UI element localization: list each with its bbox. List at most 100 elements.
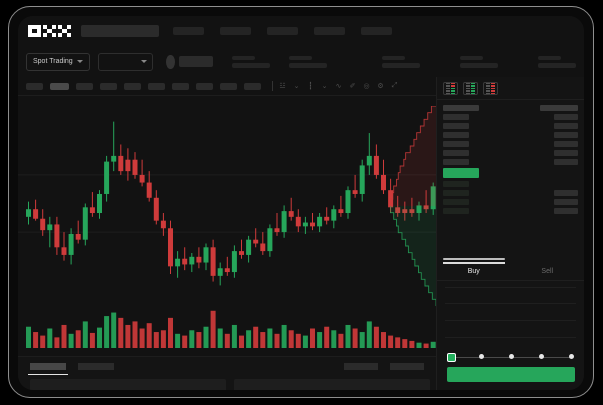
- order-form-tab-underline: [443, 262, 505, 264]
- tab-buy[interactable]: Buy: [467, 268, 480, 275]
- orders-action-2[interactable]: [390, 363, 424, 370]
- timeframe-9[interactable]: [244, 82, 261, 90]
- price-chart[interactable]: [18, 96, 436, 356]
- order-form: [437, 281, 584, 338]
- nav-item-3[interactable]: [267, 27, 298, 35]
- top-navigation-bar: [18, 16, 584, 46]
- spot-trading-label: Spot Trading: [33, 58, 73, 65]
- orderbook-price: [554, 132, 578, 138]
- timeframe-3[interactable]: [100, 82, 117, 90]
- timeframe-7[interactable]: [196, 82, 213, 90]
- orderbook-bid-row[interactable]: [443, 208, 578, 217]
- orderbook-amount: [443, 123, 469, 129]
- alert-icon[interactable]: ◎: [363, 83, 370, 90]
- orderbook-header: [443, 105, 578, 114]
- percent-stop-50[interactable]: [508, 354, 514, 359]
- orderbook-amount: [443, 190, 469, 196]
- spot-trading-dropdown[interactable]: Spot Trading: [26, 52, 90, 71]
- market-stat-2: [289, 55, 327, 68]
- market-stat-label: [538, 55, 561, 60]
- market-stat-label: [382, 55, 405, 60]
- market-stat-4: [460, 55, 498, 68]
- chart-type-icon[interactable]: ┇: [308, 83, 313, 90]
- orderbook-amount: [443, 199, 469, 205]
- percent-stop-25[interactable]: [478, 354, 484, 359]
- settings-icon[interactable]: ⚙: [377, 83, 384, 90]
- order-field-price[interactable]: [445, 287, 576, 304]
- percent-stop-75[interactable]: [538, 354, 544, 359]
- timeframe-0[interactable]: [26, 82, 43, 90]
- orderbook-mode-bids-icon[interactable]: [463, 82, 478, 95]
- orderbook-rows: [443, 105, 578, 217]
- orderbook-ask-row[interactable]: [443, 132, 578, 141]
- indicators-icon[interactable]: ☳: [279, 83, 286, 90]
- nav-item-4[interactable]: [314, 27, 345, 35]
- indicators-chevron-icon[interactable]: ⌄: [293, 83, 300, 90]
- orders-action-1[interactable]: [344, 363, 378, 370]
- tab-sell[interactable]: Sell: [541, 268, 554, 275]
- market-stat-value: [538, 62, 576, 68]
- orderbook-ask-row[interactable]: [443, 159, 578, 168]
- timeframe-5[interactable]: [148, 82, 165, 90]
- orders-card-1: [30, 379, 226, 390]
- orders-tab-open[interactable]: [30, 363, 66, 370]
- orderbook-ask-row[interactable]: [443, 123, 578, 132]
- orderbook-scrollbar[interactable]: [443, 258, 505, 260]
- chart-type-chevron-icon[interactable]: ⌄: [321, 83, 328, 90]
- orderbook-ask-row[interactable]: [443, 114, 578, 123]
- orderbook-bid-row[interactable]: [443, 190, 578, 199]
- okx-logo-icon[interactable]: [28, 24, 71, 38]
- percent-slider[interactable]: [447, 352, 575, 362]
- candlestick-series: [18, 121, 436, 286]
- orderbook-bid-row[interactable]: [443, 199, 578, 208]
- market-stat-1: [232, 55, 270, 68]
- orderbook-mode-both-icon[interactable]: [443, 82, 458, 95]
- nav-item-2[interactable]: [220, 27, 251, 35]
- orderbook[interactable]: [437, 100, 584, 262]
- orderbook-ask-row[interactable]: [443, 150, 578, 159]
- market-header-row: Spot Trading: [18, 46, 584, 77]
- timeframe-4[interactable]: [124, 82, 141, 90]
- fullscreen-icon[interactable]: ⤢: [391, 82, 398, 89]
- orders-tab-history[interactable]: [78, 363, 114, 370]
- toolbar-divider: [272, 81, 273, 91]
- orderbook-price: [554, 199, 578, 205]
- chevron-down-icon: [76, 60, 83, 63]
- orderbook-amount: [443, 114, 469, 120]
- orderbook-amount: [443, 141, 469, 147]
- market-stat-label: [232, 55, 255, 60]
- timeframe-1[interactable]: [50, 82, 69, 90]
- orderbook-price: [554, 150, 578, 156]
- market-stat-value: [460, 62, 498, 68]
- market-stat-value: [289, 62, 327, 68]
- submit-order-button[interactable]: [447, 367, 575, 382]
- order-field-amount[interactable]: [445, 304, 576, 321]
- market-stat-value: [232, 62, 270, 68]
- trading-pair-dropdown[interactable]: [97, 52, 154, 71]
- orderbook-ask-row[interactable]: [443, 141, 578, 150]
- orderbook-amount: [443, 132, 469, 138]
- orderbook-price: [554, 114, 578, 120]
- orderbook-bid-row[interactable]: [443, 181, 578, 190]
- depth-chart-overlay: [390, 106, 436, 306]
- nav-item-1[interactable]: [173, 27, 204, 35]
- timeframe-6[interactable]: [172, 82, 189, 90]
- pair-avatar: [166, 54, 175, 69]
- order-field-total[interactable]: [445, 321, 576, 338]
- search-input[interactable]: [81, 25, 159, 37]
- orderbook-display-modes: [437, 77, 584, 100]
- orderbook-amount: [443, 150, 469, 156]
- orders-card-2: [234, 379, 430, 390]
- market-stat-3: [382, 55, 420, 68]
- drawing-line-icon[interactable]: ∿: [335, 83, 342, 90]
- percent-stop-100[interactable]: [568, 354, 574, 359]
- orderbook-amount: [443, 159, 469, 165]
- timeframe-2[interactable]: [76, 82, 93, 90]
- nav-item-5[interactable]: [361, 27, 392, 35]
- magnet-icon[interactable]: ✐: [349, 83, 356, 90]
- chevron-down-icon: [141, 60, 148, 63]
- percent-slider-handle[interactable]: [447, 352, 456, 362]
- timeframe-8[interactable]: [220, 82, 237, 90]
- orderbook-mode-asks-icon[interactable]: [483, 82, 498, 95]
- orderbook-price-header: [540, 105, 578, 111]
